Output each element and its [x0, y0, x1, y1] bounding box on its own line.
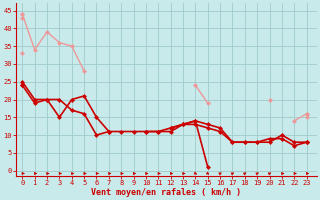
X-axis label: Vent moyen/en rafales ( km/h ): Vent moyen/en rafales ( km/h ) [91, 188, 241, 197]
